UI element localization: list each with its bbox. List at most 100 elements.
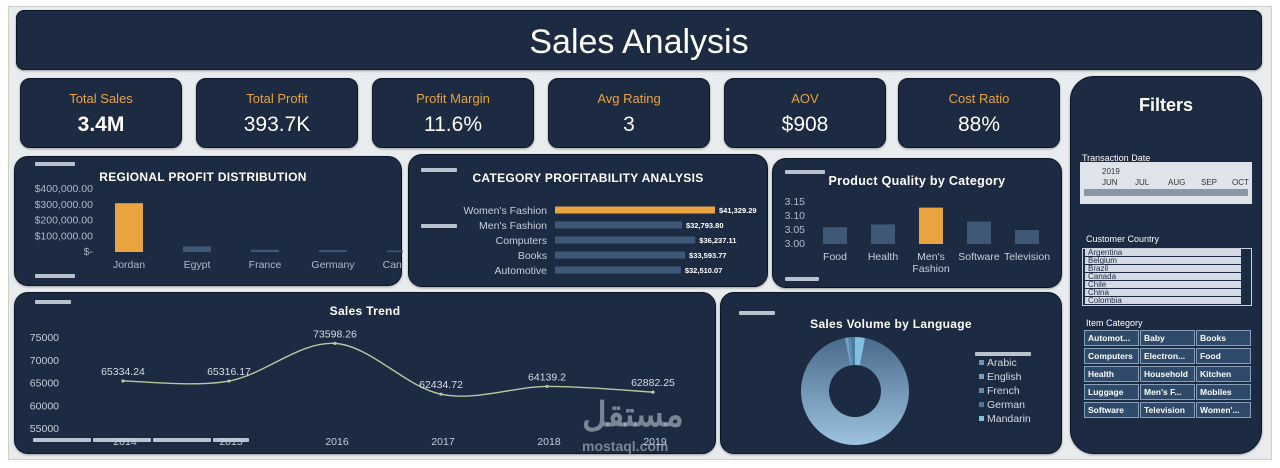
donut-slice (801, 337, 909, 445)
kpi-profit-margin: Profit Margin 11.6% (372, 78, 534, 148)
chart-title: Product Quality by Category (828, 174, 1006, 188)
watermark-latin: mostaql.com (582, 438, 669, 454)
country-item[interactable]: Canada (1085, 273, 1241, 281)
category-button[interactable]: Food (1196, 348, 1251, 364)
y-tick-label: 3.15 (785, 196, 806, 208)
pivot-field-button[interactable] (739, 311, 775, 315)
timeline-scrollbar[interactable] (1084, 189, 1248, 196)
kpi-avg-rating: Avg Rating 3 (548, 78, 710, 148)
country-item[interactable]: Chile (1085, 281, 1241, 289)
category-button[interactable]: Women'... (1196, 402, 1251, 418)
category-button[interactable]: Computers (1084, 348, 1139, 364)
category-button[interactable]: Automot... (1084, 330, 1139, 346)
page-title: Sales Analysis (529, 23, 749, 61)
pivot-field-button[interactable] (153, 438, 211, 442)
y-tick-label: $400,000.00 (35, 183, 94, 195)
category-button[interactable]: Television (1140, 402, 1195, 418)
pivot-field-button[interactable] (213, 438, 249, 442)
chart-title: CATEGORY PROFITABILITY ANALYSIS (472, 171, 704, 185)
timeline-month[interactable]: SEP (1201, 178, 1218, 187)
pivot-field-button[interactable] (35, 162, 75, 166)
kpi-value: 3.4M (77, 113, 125, 136)
pivot-field-button[interactable] (975, 352, 1031, 356)
category-profit-panel: CATEGORY PROFITABILITY ANALYSIS Women's … (408, 154, 768, 287)
y-tick-label: 70000 (30, 355, 59, 367)
kpi-value: 88% (957, 113, 1001, 136)
kpi-label: Avg Rating (597, 91, 661, 106)
y-tick-label: 60000 (30, 400, 59, 412)
y-tick-label: 3.05 (785, 224, 806, 236)
watermark-arabic: مستقل (582, 396, 684, 434)
data-label: $32,510.07 (685, 266, 723, 275)
pivot-field-button[interactable] (35, 300, 71, 304)
country-item[interactable]: Argentina (1085, 249, 1241, 257)
data-label: $32,793.80 (686, 221, 724, 230)
kpi-label: Total Profit (246, 91, 308, 106)
kpi-label: Profit Margin (416, 91, 490, 106)
donut-slice (855, 337, 866, 366)
data-point (439, 392, 443, 396)
transaction-date-label: Transaction Date (1082, 153, 1151, 163)
country-item[interactable]: China (1085, 289, 1241, 297)
kpi-label: AOV (791, 91, 819, 106)
pivot-field-button[interactable] (33, 438, 91, 442)
pivot-field-button[interactable] (93, 438, 151, 442)
language-volume-panel: Sales Volume by Language Arabic English Fr… (720, 292, 1062, 454)
x-tick-label: 2015 (219, 436, 243, 448)
category-button[interactable]: Men's F... (1140, 384, 1195, 400)
legend-label: English (987, 371, 1022, 383)
x-tick-label: Germany (311, 259, 355, 271)
category-button[interactable]: Baby (1140, 330, 1195, 346)
country-item[interactable]: Belgium (1085, 257, 1241, 265)
bar (1015, 230, 1039, 244)
category-button[interactable]: Health (1084, 366, 1139, 382)
country-item[interactable]: Brazil (1085, 265, 1241, 273)
timeline-month[interactable]: JUN (1102, 178, 1118, 187)
pivot-field-button[interactable] (785, 277, 819, 281)
x-tick-label: Television (1004, 251, 1050, 263)
category-label: Men's Fashion (479, 220, 547, 232)
customer-country-slicer[interactable]: Argentina Belgium Brazil Canada Chile Ch… (1082, 248, 1252, 306)
language-volume-chart: Arabic English French German Mandarin (801, 337, 1031, 445)
transaction-date-timeline[interactable]: 2019 JUN JUL AUG SEP OCT (1080, 162, 1252, 204)
country-item[interactable]: Colombia (1085, 297, 1241, 305)
pivot-field-button[interactable] (421, 224, 457, 228)
y-tick-label: $- (84, 246, 94, 258)
pivot-field-button[interactable] (35, 274, 75, 278)
x-tick-label: Software (958, 251, 1000, 263)
y-tick-label: $100,000.00 (35, 230, 94, 242)
kpi-value: 3 (623, 113, 635, 136)
category-button[interactable]: Kitchen (1196, 366, 1251, 382)
item-category-label: Item Category (1086, 318, 1143, 328)
sales-trend-panel: Sales Trend 75000 70000 65000 60000 55000 653… (14, 292, 716, 454)
category-label: Computers (496, 235, 547, 247)
x-tick-label: France (249, 259, 282, 271)
category-button[interactable]: Luggage (1084, 384, 1139, 400)
kpi-label: Total Sales (69, 91, 133, 106)
category-label: Books (518, 250, 547, 262)
timeline-month[interactable]: OCT (1232, 178, 1249, 187)
donut-slice (848, 337, 854, 366)
pivot-field-button[interactable] (421, 168, 457, 172)
category-button[interactable]: Electron... (1140, 348, 1195, 364)
pivot-field-button[interactable] (785, 170, 825, 174)
bar (555, 221, 682, 229)
legend-label: Arabic (987, 357, 1017, 369)
bar (555, 236, 696, 244)
y-tick-label: 3.00 (785, 238, 806, 250)
bar (183, 246, 211, 252)
category-button[interactable]: Books (1196, 330, 1251, 346)
category-button[interactable]: Household (1140, 366, 1195, 382)
x-tick-label: Egypt (184, 259, 211, 271)
title-bar: Sales Analysis (16, 10, 1262, 70)
data-label: 62882.25 (631, 377, 675, 389)
timeline-month[interactable]: JUL (1135, 178, 1150, 187)
x-tick-label: 2018 (537, 436, 561, 448)
category-button[interactable]: Software (1084, 402, 1139, 418)
timeline-month[interactable]: AUG (1168, 178, 1186, 187)
bar (823, 227, 847, 244)
bar (555, 266, 681, 274)
kpi-value: 393.7K (243, 113, 311, 136)
category-button[interactable]: Mobiles (1196, 384, 1251, 400)
data-point (545, 384, 549, 389)
